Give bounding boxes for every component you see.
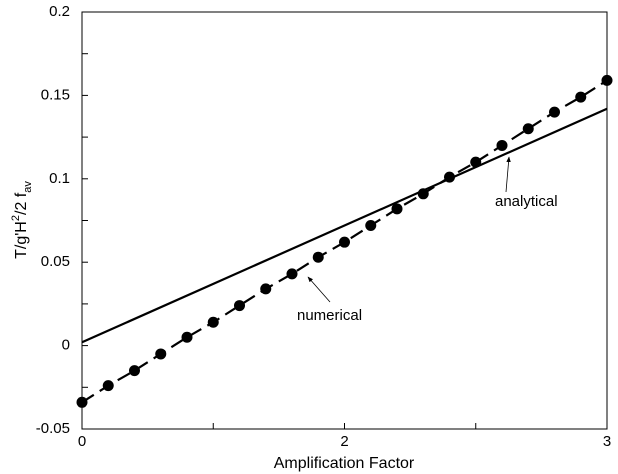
x-tick-label: 0 bbox=[78, 433, 86, 450]
data-point bbox=[155, 348, 167, 360]
data-point bbox=[391, 203, 403, 215]
data-point bbox=[76, 396, 88, 408]
x-axis-title: Amplification Factor bbox=[274, 455, 415, 472]
y-tick-label: 0.1 bbox=[49, 170, 70, 187]
data-point bbox=[549, 106, 560, 118]
data-point bbox=[234, 300, 245, 312]
y-tick-label: 0.2 bbox=[49, 3, 70, 20]
data-point bbox=[102, 380, 114, 392]
data-point bbox=[181, 331, 193, 343]
annotation-arrow bbox=[505, 156, 511, 193]
data-point bbox=[417, 188, 429, 200]
data-point bbox=[496, 139, 508, 151]
plot-frame bbox=[81, 11, 608, 430]
y-axis-title: T/g'H2/2 fav bbox=[10, 181, 34, 259]
y-title-sub: av bbox=[22, 181, 34, 193]
y-tick-label: 0.05 bbox=[41, 253, 70, 270]
x-tick-label: 2 bbox=[340, 433, 348, 450]
y-title-sup: 2 bbox=[10, 215, 22, 221]
data-point bbox=[312, 251, 324, 263]
annotation-arrow bbox=[307, 276, 331, 303]
y-tick-label: 0.15 bbox=[41, 86, 70, 103]
data-point bbox=[601, 74, 613, 86]
data-point bbox=[575, 91, 587, 103]
y-title-part: T/g'H bbox=[13, 221, 30, 259]
data-point bbox=[129, 365, 140, 377]
y-tick-label: -0.05 bbox=[36, 420, 70, 437]
y-tick-label: 0 bbox=[62, 337, 70, 354]
y-title-part: /2 f bbox=[13, 192, 30, 215]
data-point bbox=[444, 171, 455, 183]
data-point bbox=[207, 316, 219, 328]
data-point bbox=[286, 268, 298, 280]
data-point bbox=[339, 236, 350, 248]
series-line bbox=[81, 107, 608, 344]
data-point bbox=[470, 156, 482, 168]
annotation: analytical bbox=[495, 193, 558, 210]
annotation: numerical bbox=[297, 307, 362, 324]
data-point bbox=[522, 123, 534, 135]
data-point bbox=[365, 220, 377, 232]
data-point bbox=[260, 283, 272, 295]
x-tick-label: 3 bbox=[603, 433, 611, 450]
